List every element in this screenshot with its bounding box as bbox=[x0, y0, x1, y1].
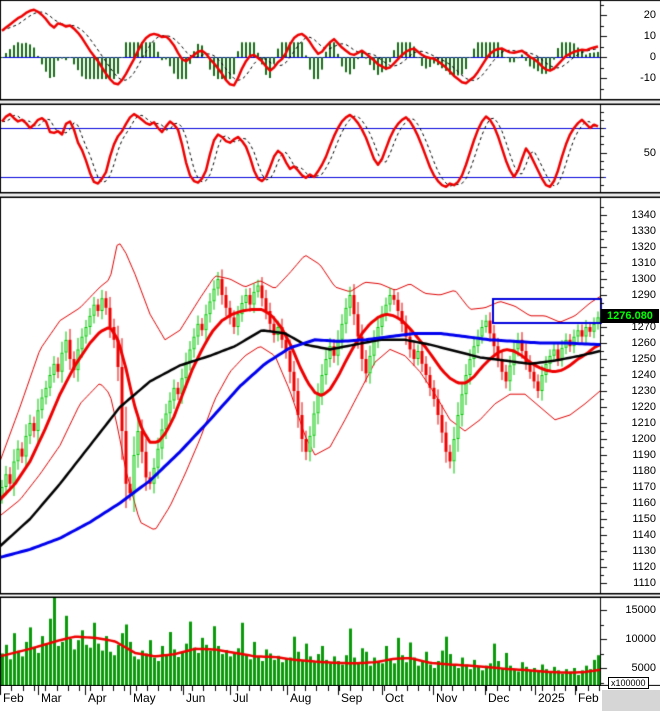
y-axis-tick-label: -10 bbox=[640, 72, 656, 84]
y-axis-tick-label: 1260 bbox=[631, 337, 656, 349]
x-axis-month-label: Sep bbox=[341, 691, 363, 705]
y-axis-tick-label: 1220 bbox=[631, 401, 656, 413]
y-axis-tick-label: 50 bbox=[643, 147, 656, 159]
y-axis-tick-label: 1110 bbox=[633, 577, 656, 589]
stochastic-panel bbox=[0, 104, 660, 193]
x-axis-month-label: Nov bbox=[436, 691, 458, 705]
panel-separator bbox=[0, 100, 660, 104]
x-axis-month-label: Jul bbox=[233, 691, 249, 705]
x-axis-month-label: Feb bbox=[3, 691, 24, 705]
macd-panel bbox=[0, 0, 660, 100]
y-axis-tick-label: 1330 bbox=[631, 225, 656, 237]
price-panel bbox=[0, 197, 660, 594]
x-axis-month-label: 2025 bbox=[538, 691, 565, 705]
y-axis-tick-label: 10000 bbox=[625, 633, 656, 645]
x-axis-strip bbox=[0, 686, 660, 711]
x-axis-month-label: Feb bbox=[578, 691, 599, 705]
panel-separator bbox=[0, 594, 660, 597]
y-axis-tick-label: 1340 bbox=[631, 209, 656, 221]
y-axis-tick-label: 1140 bbox=[632, 529, 656, 541]
volume-unit-label: x100000 bbox=[608, 677, 649, 689]
x-axis-month-label: Mar bbox=[41, 691, 62, 705]
volume-panel bbox=[0, 597, 660, 686]
y-axis-tick-label: 1130 bbox=[632, 545, 656, 557]
x-axis-month-label: Jun bbox=[186, 691, 206, 705]
y-axis-tick-label: 1270 bbox=[631, 321, 656, 333]
y-axis-tick-label: 1170 bbox=[632, 481, 656, 493]
y-axis-tick-label: 1120 bbox=[632, 561, 656, 573]
x-axis-ticks-canvas bbox=[0, 686, 660, 711]
y-axis-tick-label: 1300 bbox=[631, 273, 656, 285]
volume-panel-canvas bbox=[0, 597, 660, 686]
x-axis-month-label: Apr bbox=[88, 691, 107, 705]
x-axis-month-label: Dec bbox=[488, 691, 510, 705]
y-axis-tick-label: 1230 bbox=[631, 385, 656, 397]
y-axis-tick-label: 1210 bbox=[631, 417, 656, 429]
x-axis-month-label: Aug bbox=[290, 691, 312, 705]
last-price-badge: 1276.080 bbox=[601, 309, 659, 323]
y-axis-tick-label: 15000 bbox=[625, 604, 656, 616]
y-axis-tick-label: 0 bbox=[649, 51, 656, 63]
y-axis-tick-label: 1320 bbox=[631, 241, 656, 253]
x-axis-month-label: Oct bbox=[385, 691, 404, 705]
y-axis-tick-label: 20 bbox=[643, 9, 656, 21]
y-axis-tick-label: 1250 bbox=[631, 353, 656, 365]
y-axis-tick-label: 1310 bbox=[631, 257, 656, 269]
macd-panel-canvas bbox=[0, 0, 660, 100]
price-panel-canvas bbox=[0, 197, 660, 594]
panel-separator bbox=[0, 193, 660, 197]
y-axis-tick-label: 5000 bbox=[631, 662, 656, 674]
stochastic-panel-canvas bbox=[0, 104, 660, 193]
y-axis-tick-label: 1190 bbox=[632, 449, 656, 461]
y-axis-tick-label: 1290 bbox=[631, 289, 656, 301]
y-axis-tick-label: 10 bbox=[643, 30, 656, 42]
y-axis-tick-label: 1150 bbox=[632, 513, 656, 525]
x-axis-month-label: May bbox=[133, 691, 156, 705]
y-axis-tick-label: 1200 bbox=[631, 433, 656, 445]
corner-fill bbox=[602, 690, 660, 711]
y-axis-tick-label: 1240 bbox=[631, 369, 656, 381]
y-axis-tick-label: 1160 bbox=[632, 497, 656, 509]
y-axis-tick-label: 1180 bbox=[632, 465, 656, 477]
